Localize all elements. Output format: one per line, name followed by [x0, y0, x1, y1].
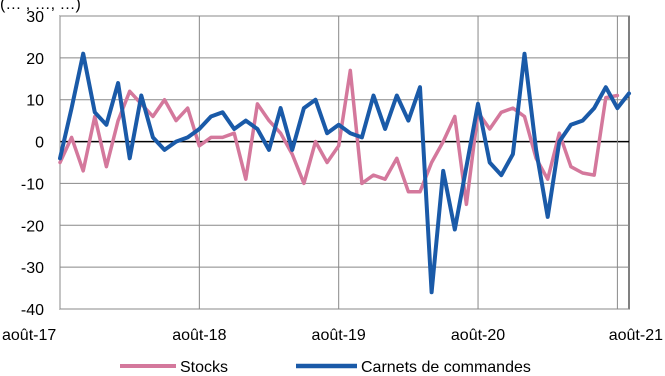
y-tick-label: -20 [21, 218, 44, 235]
x-tick-label: août-17 [2, 327, 56, 344]
y-tick-label: 20 [26, 51, 44, 68]
y-tick-label: 0 [35, 135, 44, 152]
chart-title-partial: (… , …, …) [0, 0, 81, 13]
x-axis: août-17 août-18 août-19 août-20 août-21 [2, 327, 663, 344]
y-tick-label: -10 [21, 176, 44, 193]
y-tick-label: 10 [26, 93, 44, 110]
series-line-carnets-de-commandes [58, 51, 631, 295]
x-tick-label: août-19 [312, 327, 366, 344]
legend: Stocks Carnets de commandes [120, 359, 531, 376]
y-tick-label: -30 [21, 260, 44, 277]
y-tick-label: 30 [26, 9, 44, 26]
x-tick-label: août-18 [172, 327, 226, 344]
series-group [58, 51, 631, 295]
series-line-stocks [58, 68, 620, 207]
y-tick-label: -40 [21, 302, 44, 319]
legend-label: Carnets de commandes [361, 359, 531, 376]
plot-frame [59, 15, 630, 310]
x-tick-label: août-20 [451, 327, 505, 344]
plot-grid [59, 15, 630, 310]
x-tick-label: août-21 [609, 327, 663, 344]
legend-label: Stocks [180, 359, 228, 376]
y-axis: -40 -30 -20 -10 0 10 20 30 [21, 9, 44, 319]
